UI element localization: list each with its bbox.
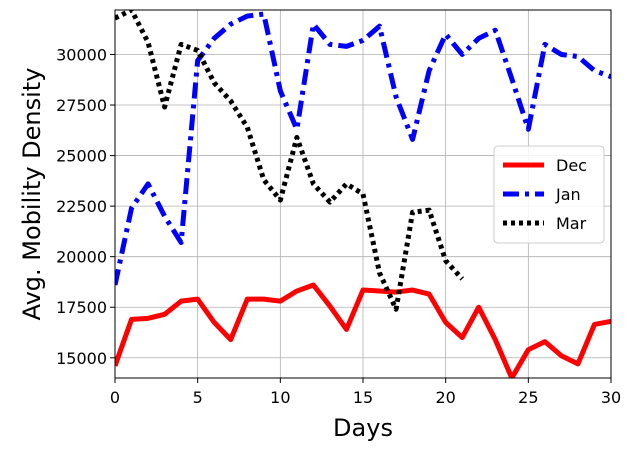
x-tick-label: 10	[270, 388, 290, 407]
y-tick-label: 17500	[56, 298, 107, 317]
series-line-jan	[115, 11, 611, 286]
y-tick-label: 25000	[56, 147, 107, 166]
x-axis-label: Days	[333, 414, 393, 442]
x-tick-label: 15	[353, 388, 373, 407]
y-tick-label: 20000	[56, 248, 107, 267]
y-axis: 15000 17500 20000 22500 25000 27500 30000	[56, 45, 115, 368]
y-tick-label: 30000	[56, 45, 107, 64]
x-tick-label: 25	[518, 388, 538, 407]
y-tick-label: 15000	[56, 349, 107, 368]
x-tick-label: 30	[601, 388, 621, 407]
x-tick-label: 5	[193, 388, 203, 407]
x-axis: 0 5 10 15 20 25 30	[110, 378, 621, 407]
series-layer	[115, 10, 611, 378]
series-line-mar	[115, 10, 465, 312]
x-tick-label: 0	[110, 388, 120, 407]
legend: Dec Jan Mar	[493, 145, 605, 244]
legend-label-jan: Jan	[555, 185, 581, 204]
legend-box	[493, 145, 605, 244]
series-line-dec	[115, 282, 611, 378]
y-tick-label: 27500	[56, 96, 107, 115]
y-tick-label: 22500	[56, 197, 107, 216]
y-axis-label: Avg. Mobility Density	[18, 68, 46, 321]
legend-label-mar: Mar	[556, 214, 587, 233]
x-tick-label: 20	[435, 388, 455, 407]
legend-label-dec: Dec	[556, 156, 587, 175]
